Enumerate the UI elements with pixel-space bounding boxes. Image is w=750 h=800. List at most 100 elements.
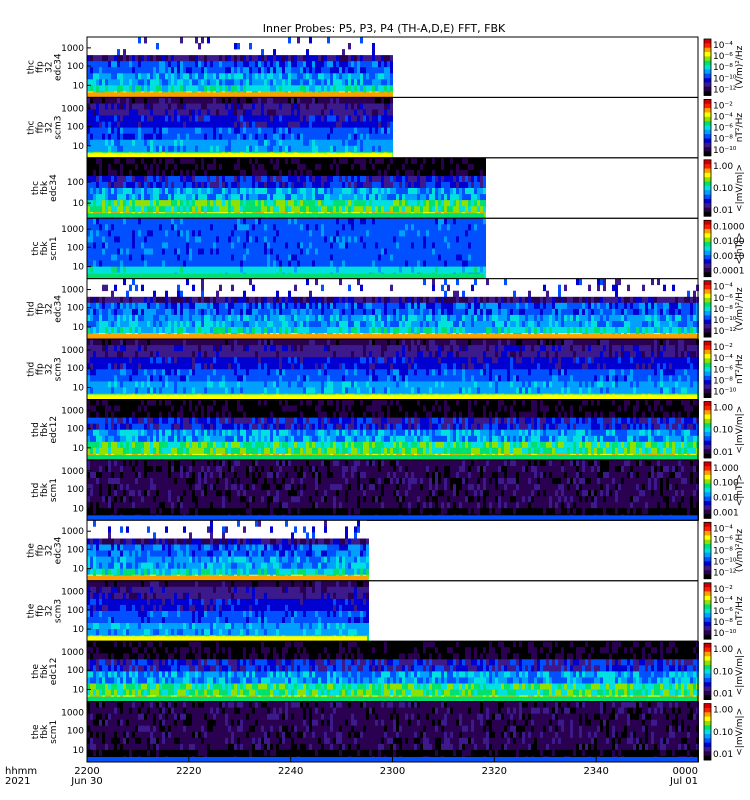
panel-2: 100010010thcffp32scm310⁻²10⁻⁴10⁻⁶10⁻⁸10⁻…: [27, 97, 746, 158]
panel-3-ylabel: thcfbkedc34: [31, 174, 59, 202]
panel-11-zlabel: <|mV/m|>: [735, 647, 745, 695]
panel-1-low-band: [87, 92, 393, 97]
panel-7-zlabel: <|mV/m|>: [735, 406, 745, 454]
colorbar-tick-label: 0.01: [713, 750, 733, 760]
colorbar-tick-label: 10⁻⁶: [713, 535, 733, 545]
colorbar-tick-label: 1.000: [713, 464, 739, 474]
colorbar-tick-label: 10⁻⁸: [713, 135, 733, 145]
panel-9-low-band: [87, 576, 367, 581]
xtick-label: 2240: [278, 766, 303, 777]
colorbar-tick-label: 10⁻¹⁰: [713, 146, 737, 156]
time-corner-label: 2021: [5, 776, 30, 787]
panel-12-ylabel: thefbkscm1: [31, 720, 59, 744]
ytick-label: 10: [73, 504, 85, 514]
colorbar-tick-label: 0.10: [713, 426, 733, 436]
colorbar-tick-label: 10⁻¹⁰: [713, 629, 737, 639]
colorbar-tick-label: 0.01: [713, 206, 733, 216]
panel-1-zlabel: (V/m)²/Hz: [735, 45, 745, 88]
ytick-label: 1000: [61, 527, 84, 537]
panel-12-colorbar: 1.000.100.01 <|mV/m|>: [704, 704, 745, 761]
ytick-label: 10: [73, 199, 85, 209]
ytick-label: 10: [73, 746, 85, 756]
panel-5-low-band: [87, 334, 698, 339]
ytick-label: 1000: [61, 346, 84, 356]
colorbar-tick-label: 0.01: [713, 690, 733, 700]
panel-7-colorbar: 1.000.100.01 <|mV/m|>: [704, 402, 745, 459]
xtick-sublabel: Jun 30: [70, 776, 103, 787]
panel-8-spectrogram: [87, 460, 699, 521]
colorbar-tick-label: 10⁻⁴: [713, 354, 733, 364]
colorbar-tick-label: 10⁻⁶: [713, 365, 733, 375]
colorbar-tick-label: 10⁻⁸: [713, 63, 733, 73]
ytick-label: 100: [67, 545, 84, 555]
colorbar-tick-label: 10⁻⁴: [713, 524, 733, 534]
colorbar-tick-label: 10⁻¹²: [713, 569, 737, 579]
panel-10: 100010010theffp32scm310⁻²10⁻⁴10⁻⁶10⁻⁸10⁻…: [27, 581, 746, 642]
panels-layer: 100010010thcffp32edc3410⁻⁴10⁻⁶10⁻⁸10⁻¹⁰1…: [27, 37, 746, 762]
ytick-label: 100: [67, 243, 84, 253]
panel-6-zlabel: nT²/Hz: [735, 354, 745, 384]
panel-5-ylabel: thdffp32edc34: [27, 295, 64, 323]
panel-6-low-band: [87, 395, 698, 400]
colorbar-tick-label: 10⁻¹²: [713, 327, 737, 337]
ytick-label: 10: [73, 81, 85, 91]
ytick-label: 10: [73, 565, 85, 575]
panel-4-spectrogram: [87, 218, 486, 279]
panel-11-spectrogram: [87, 641, 699, 702]
panel-9-ylabel: theffp32edc34: [27, 536, 64, 564]
ytick-label: 100: [67, 485, 84, 495]
colorbar-tick-label: 10⁻¹⁰: [713, 316, 737, 326]
ytick-label: 10: [73, 686, 85, 696]
colorbar-tick-label: 10⁻⁴: [713, 113, 733, 123]
ytick-label: 10: [73, 263, 85, 273]
panel-11-colorbar: 1.000.100.01 <|mV/m|>: [704, 643, 745, 700]
ytick-label: 1000: [61, 467, 84, 477]
panel-4: 100010010thcfbkscm10.10000.01000.00100.0…: [31, 218, 745, 279]
panel-9-zlabel: (V/m)²/Hz: [735, 529, 745, 572]
colorbar-tick-label: 10⁻⁴: [713, 41, 733, 51]
colorbar-tick-label: 0.10: [713, 667, 733, 677]
panel-11-low-band: [87, 697, 698, 702]
xtick-label: 2320: [482, 766, 507, 777]
colorbar-tick-label: 10⁻⁸: [713, 547, 733, 557]
colorbar-tick-label: 10⁻⁶: [713, 52, 733, 62]
colorbar-tick-label: 10⁻²: [713, 585, 733, 595]
ytick-label: 10: [73, 142, 85, 152]
panel-4-ylabel: thcfbkscm1: [31, 236, 59, 260]
ytick-label: 100: [67, 364, 84, 374]
colorbar-tick-label: 10⁻¹⁰: [713, 74, 737, 84]
ytick-label: 10: [73, 383, 85, 393]
ytick-label: 10: [73, 444, 85, 454]
ytick-label: 100: [67, 666, 84, 676]
xtick-label: 2300: [380, 766, 405, 777]
panel-7-ylabel: thdfbkedc12: [31, 416, 59, 444]
panel-2-zlabel: nT²/Hz: [735, 113, 745, 143]
panel-4-zlabel: <|nT|>: [735, 232, 745, 264]
panel-8-colorbar: 1.0000.1000.0100.001<|nT|>: [704, 462, 745, 519]
panel-8: 100010010thdfbkscm11.0000.1000.0100.001<…: [31, 460, 745, 521]
panel-7-low-band: [87, 455, 698, 460]
colorbar-tick-label: 10⁻⁴: [713, 283, 733, 293]
xtick-sublabel: Jul 01: [669, 776, 698, 787]
ytick-label: 100: [67, 122, 84, 132]
ytick-label: 1000: [61, 104, 84, 114]
ytick-label: 1000: [61, 588, 84, 598]
colorbar-tick-label: 0.001: [713, 508, 739, 518]
panel-11-ylabel: thefbkedc12: [31, 658, 59, 686]
colorbar-tick-label: 10⁻⁶: [713, 124, 733, 134]
colorbar-tick-label: 0.10: [713, 728, 733, 738]
panel-10-ylabel: theffp32scm3: [27, 599, 64, 623]
colorbar-tick-label: 10⁻⁸: [713, 376, 733, 386]
ytick-label: 100: [67, 304, 84, 314]
panel-2-spectrogram: [87, 97, 393, 158]
